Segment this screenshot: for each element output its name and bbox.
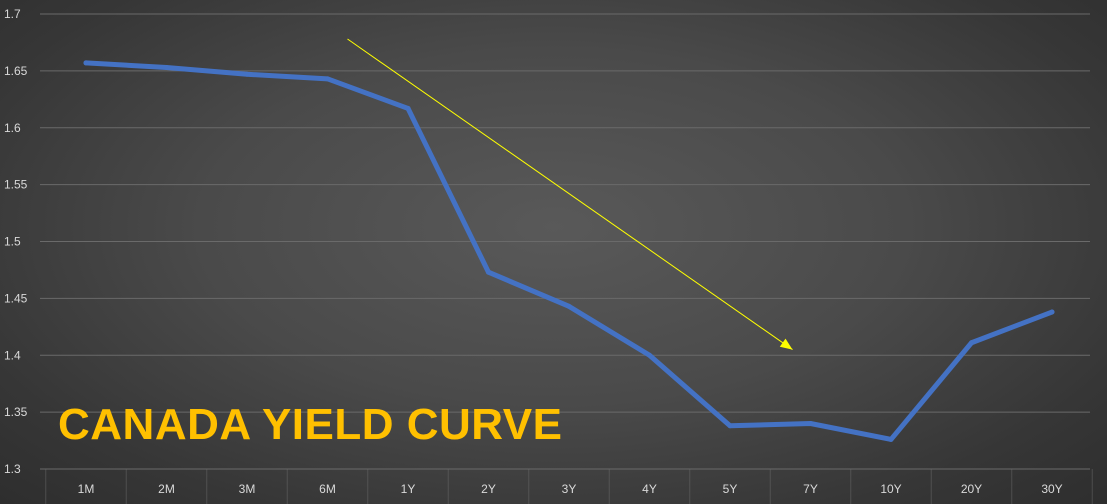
series-layer <box>83 60 1055 442</box>
x-axis-ticks: 1M 2M 3M 6M 1Y 2Y 3Y 4Y 5Y 7Y 10Y 20Y 30Y <box>78 482 1063 496</box>
data-point <box>566 303 572 309</box>
data-point <box>969 340 974 346</box>
x-tick-label: 10Y <box>880 482 901 496</box>
x-tick-label: 3Y <box>562 482 577 496</box>
data-point <box>727 423 733 429</box>
chart-title: CANADA YIELD CURVE <box>58 400 563 449</box>
trend-arrow-head <box>779 338 793 350</box>
x-tick-label: 7Y <box>803 482 818 496</box>
x-tick-label: 20Y <box>961 482 982 496</box>
x-tick-label: 5Y <box>723 482 738 496</box>
y-tick-label: 1.35 <box>4 405 28 419</box>
y-tick-label: 1.55 <box>4 178 28 192</box>
x-tick-label: 2M <box>158 482 175 496</box>
y-tick-label: 1.7 <box>4 7 21 21</box>
y-tick-label: 1.6 <box>4 121 21 135</box>
x-tick-label: 1M <box>78 482 95 496</box>
gridlines <box>40 13 1093 504</box>
x-tick-label: 1Y <box>401 482 416 496</box>
data-point <box>325 76 330 82</box>
annotation-layer <box>347 38 793 350</box>
trend-arrow-line <box>347 38 793 350</box>
data-point <box>1049 309 1055 315</box>
y-tick-label: 1.4 <box>4 348 21 362</box>
x-tick-label: 2Y <box>481 482 496 496</box>
data-point <box>647 352 652 358</box>
y-axis-ticks: 1.3 1.35 1.4 1.45 1.5 1.55 1.6 1.65 1.7 <box>4 7 28 476</box>
data-point <box>405 105 411 111</box>
data-point <box>83 60 89 66</box>
y-tick-label: 1.45 <box>4 291 28 305</box>
data-point <box>808 421 813 426</box>
y-tick-label: 1.3 <box>4 462 21 476</box>
x-tick-label: 4Y <box>642 482 657 496</box>
x-tick-label: 30Y <box>1041 482 1062 496</box>
data-point <box>164 64 169 70</box>
x-tick-label: 3M <box>239 482 256 496</box>
data-point <box>486 269 491 275</box>
x-tick-label: 6M <box>319 482 336 496</box>
y-tick-label: 1.65 <box>4 64 28 78</box>
y-tick-label: 1.5 <box>4 235 21 249</box>
series-line <box>83 60 1055 442</box>
data-point <box>244 71 250 77</box>
data-point <box>888 436 894 442</box>
